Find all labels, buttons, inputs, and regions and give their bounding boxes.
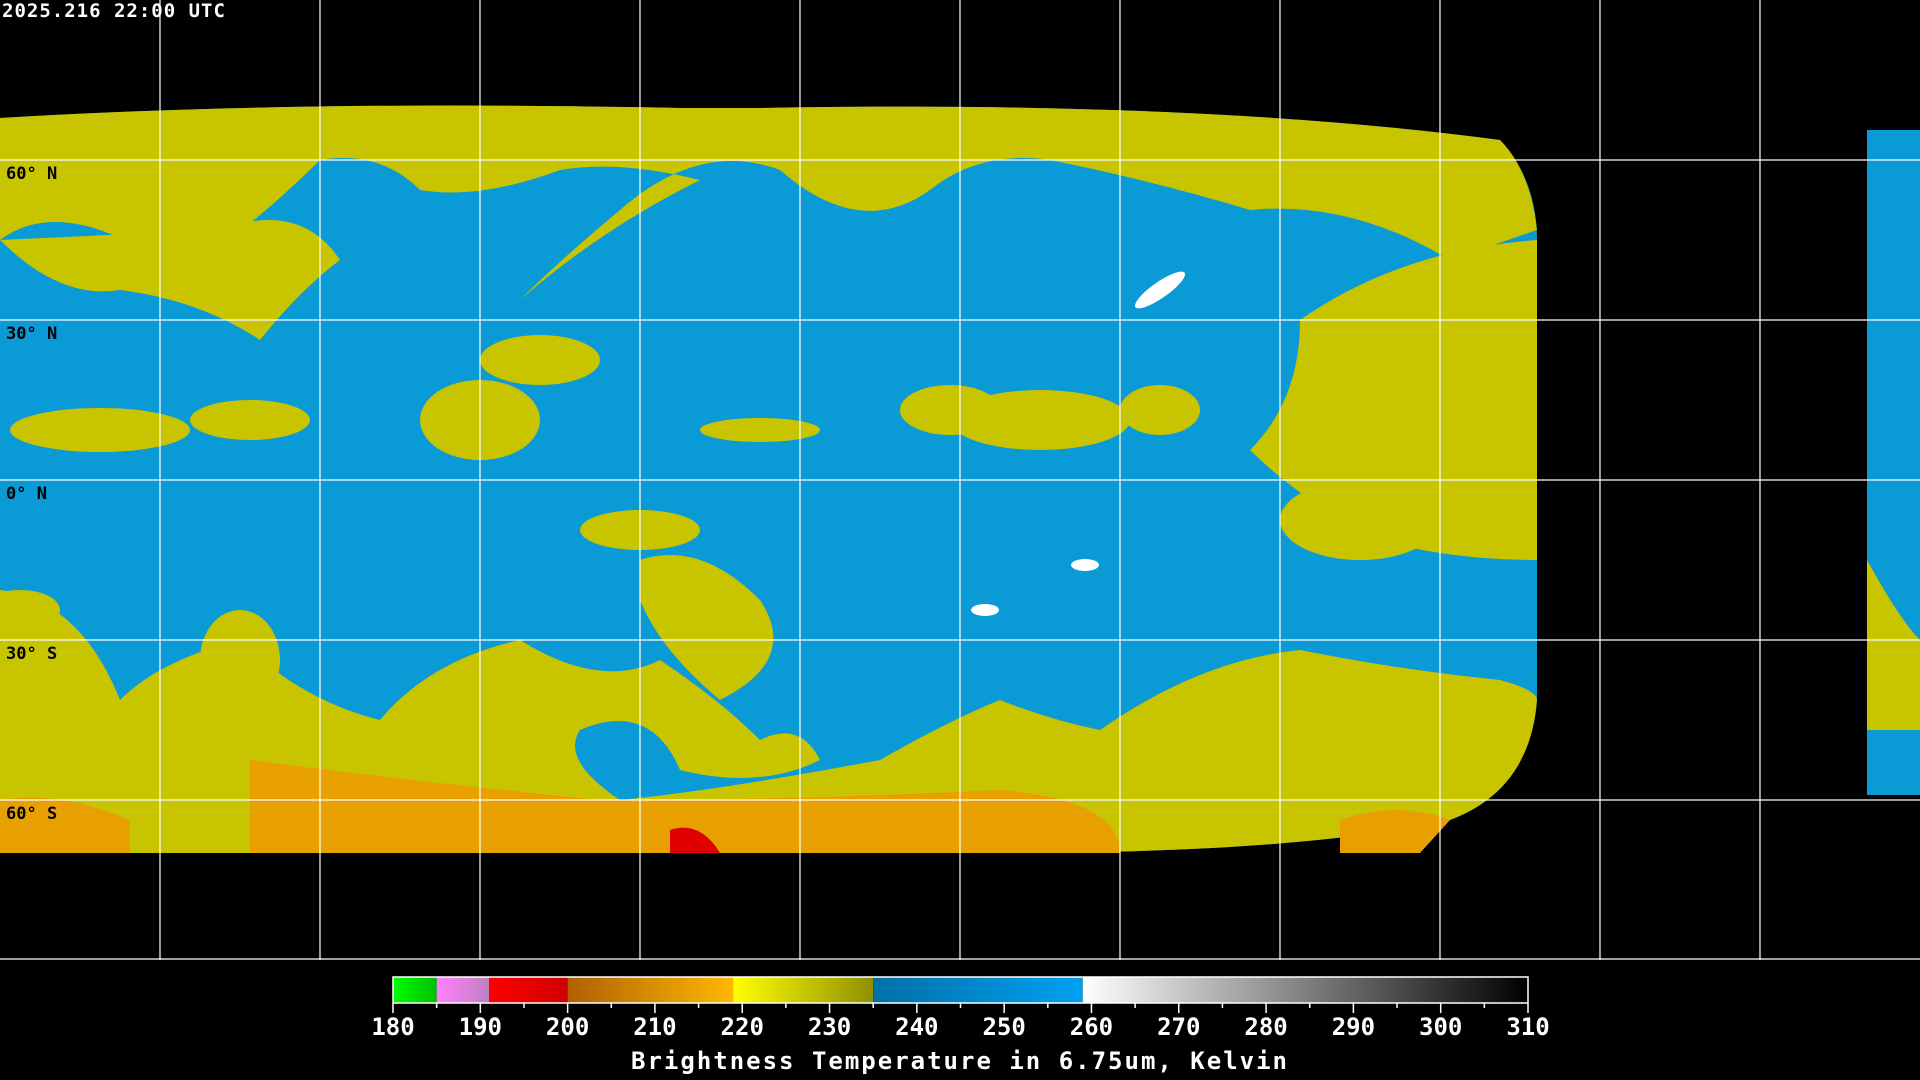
colorbar-tick-label: 270 [1157, 1013, 1200, 1041]
dry-south-america [640, 555, 774, 700]
colorbar-tick-label: 250 [982, 1013, 1025, 1041]
colorbar-segment [436, 977, 490, 1003]
colorbar-tick-label: 190 [459, 1013, 502, 1041]
colorbar-tick-label: 230 [808, 1013, 851, 1041]
colorbar: 180 190 200 210 220 230 240 250 260 270 280 290 300 3… [371, 976, 1550, 1041]
lat-label-30s: 30° S [6, 644, 58, 664]
colorbar-segment [567, 977, 734, 1003]
lat-label-60s: 60° S [6, 804, 58, 824]
dry-band-north-2 [0, 220, 340, 340]
warm-dry-spots [971, 271, 1185, 616]
colorbar-tick-label: 290 [1332, 1013, 1375, 1041]
very-dry-south [0, 760, 1450, 853]
colorbar-tick-label: 300 [1419, 1013, 1462, 1041]
timestamp-label: 2025.216 22:00 UTC [2, 0, 226, 22]
colorbar-tick-label: 280 [1244, 1013, 1287, 1041]
colorbar-tick-label: 260 [1070, 1013, 1113, 1041]
colorbar-segment [489, 977, 568, 1003]
colorbar-segment [1082, 977, 1528, 1003]
water-vapor-map [0, 0, 1920, 960]
lat-label-60n: 60° N [6, 164, 58, 184]
colorbar-tick-label: 210 [633, 1013, 676, 1041]
colorbar-segment [393, 977, 437, 1003]
tropical-convection [0, 335, 1440, 710]
lat-lon-grid [0, 0, 1920, 960]
lat-label-0: 0° N [6, 484, 47, 504]
colorbar-tick-label: 220 [721, 1013, 764, 1041]
dry-band-north [0, 105, 1537, 301]
colorbar-segment [873, 977, 1083, 1003]
lat-label-30n: 30° N [6, 324, 58, 344]
colorbar-segment [733, 977, 874, 1003]
dry-west-pacific-east [1867, 560, 1920, 730]
colorbar-title: Brightness Temperature in 6.75um, Kelvin [631, 1047, 1289, 1075]
colorbar-tick-label: 180 [371, 1013, 414, 1041]
colorbar-tick-label: 240 [895, 1013, 938, 1041]
colorbar-tick-label: 200 [546, 1013, 589, 1041]
colorbar-tick-label: 310 [1506, 1013, 1549, 1041]
very-cold-cloud [670, 827, 720, 853]
